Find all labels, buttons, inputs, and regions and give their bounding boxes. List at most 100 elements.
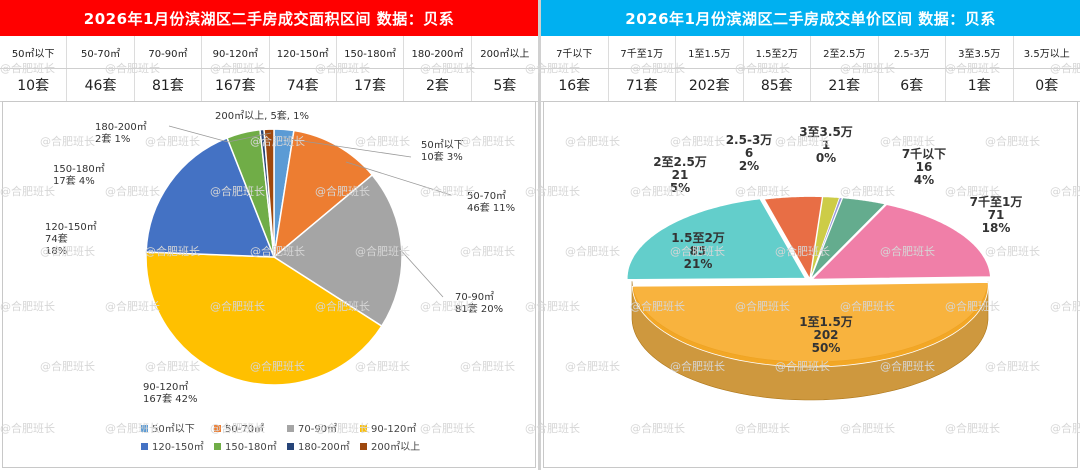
pie-data-label: 200㎡以上, 5套, 1% [215, 109, 309, 122]
table-header-cell: 3至3.5万 [946, 36, 1014, 68]
pie-data-label: 50㎡以下 10套 3% [421, 139, 464, 163]
table-header-cell: 2至2.5万 [811, 36, 879, 68]
table-header-cell: 200㎡以上 [480, 48, 530, 60]
area-table-header-row: 50㎡以下 50-70㎡ 70-90㎡ 90-120㎡ 120-150㎡ 150-180㎡… [0, 36, 538, 69]
table-value-cell: 0套 [1035, 78, 1059, 94]
pie-data-label: 50-70㎡ 46套 11% [467, 190, 515, 214]
pie-slice [631, 282, 989, 368]
table-value-cell: 202套 [676, 69, 744, 101]
leader-line [281, 137, 412, 158]
table-value-cell: 81套 [135, 69, 203, 101]
table-header-cell: 180-200㎡ [404, 36, 472, 68]
legend-swatch [141, 425, 148, 432]
legend-label: 180-200㎡ [298, 441, 350, 453]
legend-label: 70-90㎡ [298, 423, 337, 435]
price-3d-pie-chart: 7千以下 16 4%7千至1万 71 18%1至1.5万 202 50%1.5至2万 85 21… [626, 125, 1023, 401]
price-table-value-row: 16套 71套 202套 85套 21套 6套 1套 0套 [541, 69, 1080, 102]
pie-data-label-line: 21 [672, 168, 689, 182]
legend-swatch [141, 443, 148, 450]
table-header-cell: 1至1.5万 [676, 36, 744, 68]
pie-data-label-line: 5% [670, 181, 690, 195]
price-table: 7千以下 7千至1万 1至1.5万 1.5至2万 2至2.5万 2.5-3万 3至3.5万 3… [541, 36, 1080, 102]
pie-slice [145, 136, 276, 258]
pie-data-label-line: 7千以下 [902, 146, 946, 161]
legend-label: 150-180㎡ [225, 441, 277, 453]
table-header-cell: 50-70㎡ [67, 36, 135, 68]
pie-data-label-line: 200㎡以上, 5套, 1% [215, 109, 309, 122]
pie-slice [810, 197, 886, 279]
table-header-cell: 120-150㎡ [270, 36, 337, 68]
pie-data-label-line: 180-200㎡ [95, 121, 147, 133]
legend-label: 90-120㎡ [371, 423, 416, 435]
pie-data-label-line: 150-180㎡ [53, 163, 105, 175]
panel-divider [538, 0, 541, 470]
pie-slice [626, 198, 806, 280]
pie-data-label-line: 202 [813, 328, 838, 342]
area-pie-chart: 50㎡以下 10套 3%50-70㎡ 46套 11%70-90㎡ 81套 20%90-… [45, 109, 515, 453]
table-value-cell: 16套 [541, 69, 609, 101]
pie-data-label: 3至3.5万 1 0% [799, 125, 853, 165]
pie-data-label-line: 74套 [45, 232, 68, 245]
table-header-cell: 90-120㎡ [202, 36, 270, 68]
pie-data-label-line: 50-70㎡ [467, 190, 506, 202]
legend-swatch [214, 443, 221, 450]
pie-data-label-line: 6 [745, 146, 753, 160]
pie-slice [272, 173, 403, 328]
pie-data-label-line: 21% [684, 257, 713, 271]
legend-swatch [287, 425, 294, 432]
pie-data-label-line: 18% [982, 221, 1011, 235]
leader-line [168, 125, 272, 143]
pie-data-label-line: 4% [914, 173, 934, 187]
pie-data-label-line: 50% [812, 341, 841, 355]
table-value-cell: 71套 [609, 69, 676, 101]
pie-data-label: 7千以下 16 4% [902, 146, 946, 187]
pie-data-label: 2.5-3万 6 2% [726, 133, 773, 173]
pie-slice [811, 204, 991, 280]
table-value-cell: 21套 [811, 69, 879, 101]
legend-swatch [360, 443, 367, 450]
pie-slice [263, 128, 275, 258]
pie-data-label-line: 90-120㎡ [143, 381, 188, 393]
leader-line [397, 246, 444, 298]
leader-line [345, 161, 452, 196]
pie-data-label-line: 7千至1万 [970, 194, 1023, 209]
table-header-cell: 3.5万以上 [1023, 48, 1070, 60]
pie-data-label-line: 46套 11% [467, 201, 515, 214]
pie-slice [810, 197, 843, 279]
table-value-cell: 6套 [879, 69, 946, 101]
area-chart-frame: 50㎡以下 10套 3% 50-70㎡ 46套 11% 70-90㎡ 81套 20% 90-… [2, 101, 536, 468]
area-panel: 2026年1月份滨湖区二手房成交面积区间 数据：贝系 50㎡以下 50-70㎡ 70… [0, 0, 538, 470]
table-header-cell: 150-180㎡ [337, 36, 405, 68]
table-header-cell: 7千至1万 [609, 36, 676, 68]
table-value-cell: 74套 [270, 69, 337, 101]
pie-data-label-line: 1.5至2万 [671, 231, 725, 245]
pie-data-label-line: 50㎡以下 [421, 139, 464, 151]
area-table-value-row: 10套 46套 81套 167套 74套 17套 2套 5套 [0, 69, 538, 102]
pie-data-label-line: 2至2.5万 [653, 155, 707, 169]
pie-data-label: 180-200㎡ 2套 1% [95, 121, 147, 145]
table-header-cell: 7千以下 [541, 36, 609, 68]
pie-data-label: 7千至1万 71 18% [970, 194, 1023, 235]
pie-data-label-line: 16 [916, 160, 933, 174]
pie-data-label-line: 18% [45, 246, 67, 257]
pie-data-label: 120-150㎡ 74套 18% [45, 221, 97, 257]
pie-data-label: 70-90㎡ 81套 20% [455, 291, 503, 315]
pie-data-label-line: 167套 42% [143, 392, 198, 405]
pie-data-label: 90-120㎡ 167套 42% [143, 381, 198, 405]
legend-swatch [360, 425, 367, 432]
pie-data-label-line: 2.5-3万 [726, 133, 773, 147]
table-value-cell: 167套 [202, 69, 270, 101]
area-table: 50㎡以下 50-70㎡ 70-90㎡ 90-120㎡ 120-150㎡ 150-180㎡… [0, 36, 538, 102]
pie-data-label-line: 3至3.5万 [799, 125, 853, 139]
table-header-cell: 70-90㎡ [135, 36, 203, 68]
price-title: 2026年1月份滨湖区二手房成交单价区间 数据：贝系 [541, 0, 1080, 36]
table-header-cell: 2.5-3万 [879, 36, 946, 68]
pie-data-label-line: 81套 20% [455, 302, 503, 315]
table-value-cell: 2套 [404, 69, 472, 101]
pie-slice [763, 196, 823, 280]
pie-data-label-line: 17套 4% [53, 174, 95, 187]
pie-data-label-line: 120-150㎡ [45, 221, 97, 233]
legend-label: 50㎡以下 [152, 423, 195, 435]
pie-data-label-line: 70-90㎡ [455, 291, 494, 303]
pie-data-label-line: 2套 1% [95, 132, 130, 145]
